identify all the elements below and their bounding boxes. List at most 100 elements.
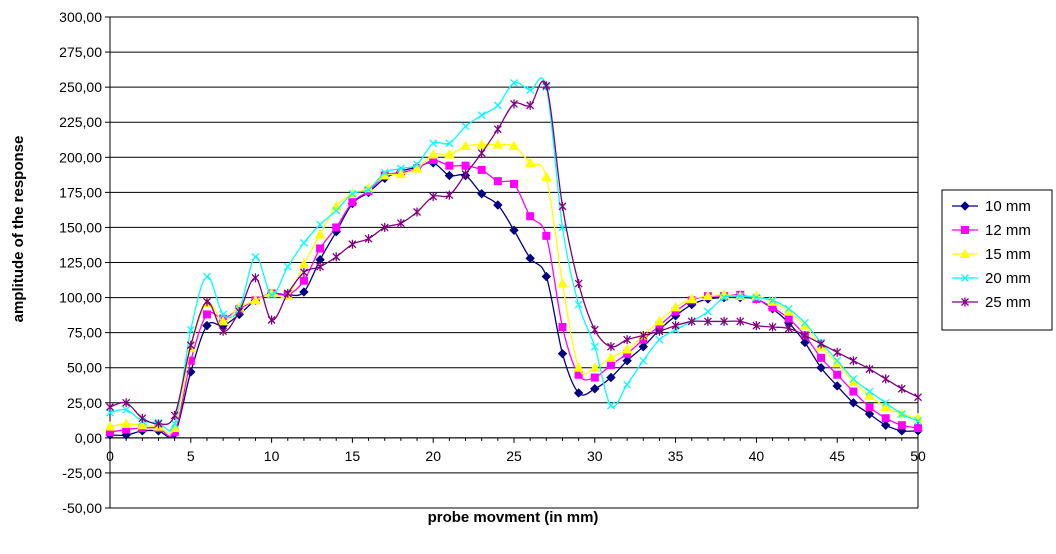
data-point [299,276,308,285]
data-point [833,347,842,357]
data-point [541,271,552,282]
data-point [136,419,148,430]
data-point [283,288,292,298]
data-point [186,325,195,334]
data-point [396,164,405,173]
data-point [800,330,809,340]
data-point [298,258,310,268]
data-point [590,325,599,335]
data-point [848,398,859,408]
x-tick-label: 0 [106,448,114,464]
data-point [267,315,276,325]
y-tick-label: 125,00 [59,255,102,271]
data-point [413,207,421,217]
data-point [299,267,308,277]
y-tick-label: 300,00 [59,9,102,25]
data-point [203,297,211,307]
tick-labels: -50,00 -25,00 0,00 25,00 50,00 75,00 100,00 125… [59,9,926,516]
data-point [122,405,131,414]
data-point [380,222,389,232]
y-tick-label: 150,00 [59,219,102,235]
data-point [557,278,568,288]
data-point [332,252,341,262]
data-point [832,381,842,391]
data-point [573,362,584,372]
data-point [702,290,714,301]
data-point [865,364,874,374]
data-point [638,341,648,352]
data-point [445,190,454,200]
data-point [590,384,600,394]
data-point [525,253,535,263]
data-point [897,421,906,430]
data-point [881,374,890,384]
data-point [493,177,502,186]
data-point [833,370,842,379]
data-point [203,272,211,281]
data-point [639,330,648,340]
y-tick-label: 200,00 [59,149,102,165]
data-point [687,316,696,326]
data-point [914,424,922,433]
data-point [251,252,260,261]
data-point [411,162,423,173]
data-point [444,170,455,181]
data-point [526,85,535,94]
x-tick-label: 30 [587,448,603,464]
data-point [510,78,518,87]
data-point [461,122,470,131]
data-point [395,168,407,179]
y-tick-label: -50,00 [62,500,102,516]
legend-label: 25 mm [985,294,1031,311]
legend-marker [961,226,969,234]
data-point [621,343,633,354]
y-tick-label: 100,00 [59,290,102,306]
x-tick-label: 10 [264,448,280,464]
legend-label: 20 mm [985,270,1031,287]
legend-item: 10 mm [952,198,1031,215]
data-point [476,139,488,149]
legend: 10 mm 12 mm 15 mm 20 mm 25 mm [941,189,1053,331]
series-25-mm [106,80,922,429]
data-point [655,326,664,336]
data-point [219,326,228,336]
data-point [914,392,922,402]
data-point [427,148,439,159]
data-point [186,340,195,350]
data-point [283,262,292,271]
data-point [413,160,421,169]
y-tick-label: 175,00 [59,184,102,200]
data-point [623,380,632,389]
data-point [865,387,874,396]
data-point [348,189,357,198]
data-point [299,238,308,247]
data-point [881,414,890,423]
data-point [752,293,761,302]
data-point [542,231,551,240]
data-point [622,355,632,366]
data-point [524,157,536,167]
data-point [880,420,891,430]
data-point [332,223,341,232]
data-point [670,301,681,312]
data-point [768,322,777,332]
data-point [477,165,486,174]
data-point [865,402,874,411]
series-line [109,159,919,438]
data-point [703,307,712,316]
data-point [508,140,520,151]
data-point [540,171,552,181]
data-point [817,353,826,362]
y-tick-label: 275,00 [59,44,102,60]
data-point [316,220,325,229]
data-point [590,342,599,351]
x-tick-label: 45 [829,448,845,464]
data-point [768,296,777,305]
data-point [461,161,470,170]
data-point [880,401,892,411]
data-point [364,234,373,244]
data-point [897,410,906,418]
x-axis-title: probe movment (in mm) [428,509,599,526]
data-point [396,218,405,228]
